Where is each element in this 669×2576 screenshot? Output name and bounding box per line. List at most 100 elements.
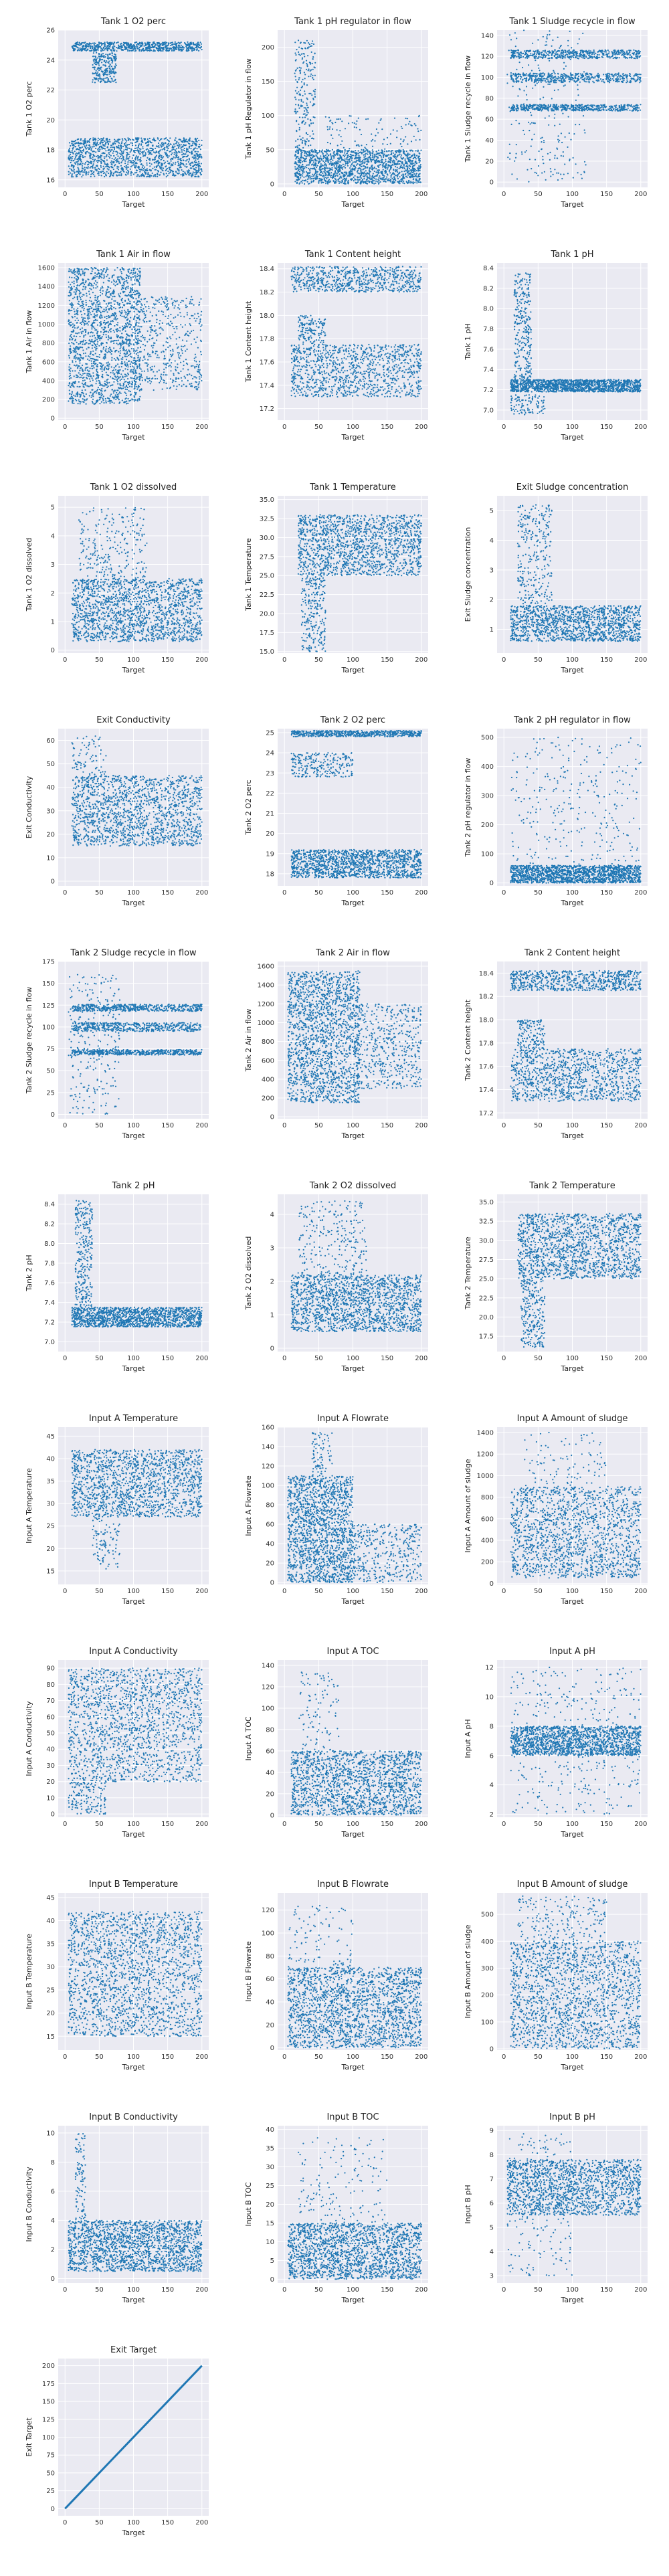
data-point [197,155,198,156]
data-point [88,149,90,150]
data-point [170,159,171,160]
data-point [98,42,100,43]
data-point [324,162,325,163]
data-point [110,170,111,171]
data-point [165,43,167,44]
data-point [114,66,116,67]
data-point [171,165,172,166]
data-point [185,156,187,157]
y-axis-label: Tank 1 O2 perc [25,81,33,136]
data-point [181,50,183,52]
data-point [142,148,144,149]
data-point [157,173,158,174]
data-point [151,153,152,155]
data-point [187,159,188,161]
data-point [112,167,113,168]
data-point [104,72,105,74]
data-point [92,46,94,48]
data-point [80,163,82,165]
data-point [108,149,110,150]
data-point [122,157,124,159]
data-point [99,149,100,151]
data-point [104,145,106,147]
data-point [183,171,184,172]
data-point [189,159,190,161]
data-point [138,47,140,48]
data-point [157,176,158,177]
data-point [111,66,112,67]
data-point [103,144,104,145]
data-point [156,152,157,153]
data-point [173,171,174,172]
data-point [81,161,82,163]
data-point [196,144,197,145]
y-tick-label: 100 [262,112,274,120]
data-point [72,45,73,47]
data-point [130,150,132,151]
data-point [160,172,161,173]
data-point [181,41,182,43]
data-point [201,43,202,45]
data-point [158,157,159,158]
data-point [69,159,70,160]
y-tick-label: 20 [46,117,55,124]
data-point [116,42,117,43]
data-point [68,174,70,175]
data-point [177,157,179,159]
data-point [181,144,182,145]
data-point [179,151,181,153]
data-point [168,173,169,174]
data-point [186,50,187,52]
data-point [191,152,192,153]
data-point [163,160,165,161]
data-point [104,74,106,75]
data-point [171,42,172,43]
data-point [184,145,185,146]
data-point [152,173,153,174]
data-point [116,146,117,147]
data-point [152,43,153,45]
data-point [118,145,119,147]
data-point [88,152,90,153]
data-point [83,149,84,150]
data-point [82,157,84,158]
data-point [132,48,133,49]
data-point [167,161,168,162]
data-point [187,155,189,156]
data-point [130,143,132,144]
x-tick-label: 50 [95,191,104,198]
data-point [162,169,163,171]
data-point [68,157,69,158]
data-point [130,50,132,52]
data-point [145,152,146,153]
data-point [139,153,140,154]
data-point [106,60,107,62]
data-point [98,140,99,141]
data-point [122,160,123,161]
data-point [160,50,161,51]
data-point [78,145,80,147]
data-point [166,176,167,177]
data-point [89,139,90,141]
data-point [191,145,192,147]
data-point [111,72,112,74]
data-point [132,157,133,159]
data-point [136,44,138,45]
data-point [82,175,84,176]
data-point [148,43,149,45]
data-point [120,156,121,157]
data-point [195,174,196,175]
data-point [122,50,124,51]
data-point [167,175,169,176]
data-point [127,173,128,175]
data-point [84,171,86,173]
data-point [197,48,198,50]
data-point [96,156,97,157]
data-point [194,172,195,173]
data-point [154,167,155,168]
data-point [100,68,102,70]
data-point [201,174,202,175]
data-point [106,77,108,78]
data-point [93,163,94,165]
